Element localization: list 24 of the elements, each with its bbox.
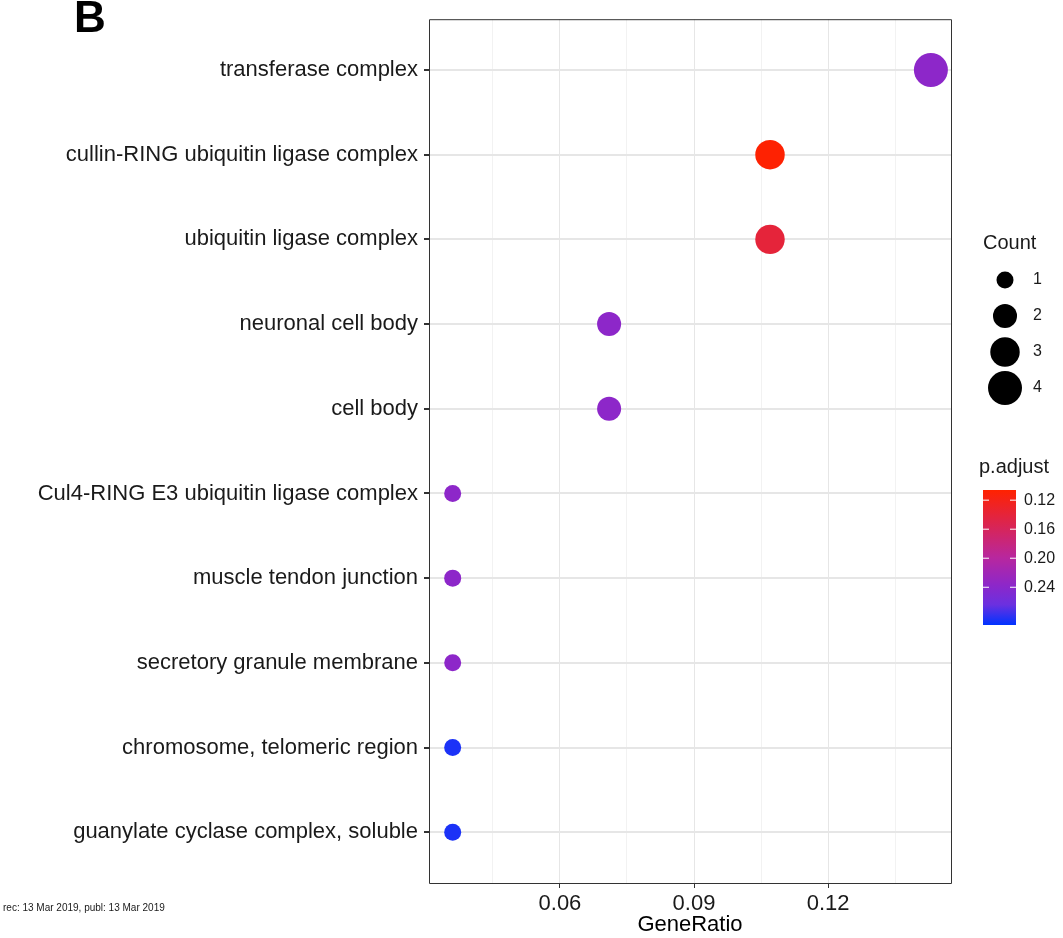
color-bar-title: p.adjust	[979, 454, 1050, 477]
legend-label: 2	[1033, 306, 1042, 324]
y-tick-label: muscle tendon junction	[192, 564, 418, 590]
text: B	[74, 0, 106, 42]
text: rec: 13 Mar 2019, publ: 13 Mar 2019	[3, 902, 165, 913]
color-bar-label: 0.16	[1024, 519, 1056, 537]
legend-label: 4	[1033, 378, 1042, 396]
y-tick-label: chromosome, telomeric region	[122, 733, 418, 759]
legend-title: Count	[983, 230, 1037, 253]
color-bar-label: 0.24	[1024, 577, 1056, 595]
y-tick-label: transferase complex	[219, 56, 418, 82]
y-tick-label: cullin-RING ubiquitin ligase complex	[65, 140, 418, 166]
y-tick-label: neuronal cell body	[239, 310, 418, 336]
y-tick-label: cell body	[331, 394, 418, 420]
legend-label: 3	[1033, 342, 1042, 360]
legend-label: 1	[1033, 270, 1042, 288]
x-tick-label: 0.12	[806, 890, 850, 916]
color-bar-label: 0.12	[1024, 490, 1056, 508]
y-tick-label: ubiquitin ligase complex	[184, 225, 418, 251]
y-tick-label: secretory granule membrane	[136, 648, 418, 674]
y-tick-label: guanylate cyclase complex, soluble	[73, 818, 418, 844]
color-bar-label: 0.20	[1024, 548, 1056, 566]
x-tick-label: 0.06	[538, 890, 582, 916]
y-tick-label: Cul4-RING E3 ubiquitin ligase complex	[37, 479, 418, 505]
